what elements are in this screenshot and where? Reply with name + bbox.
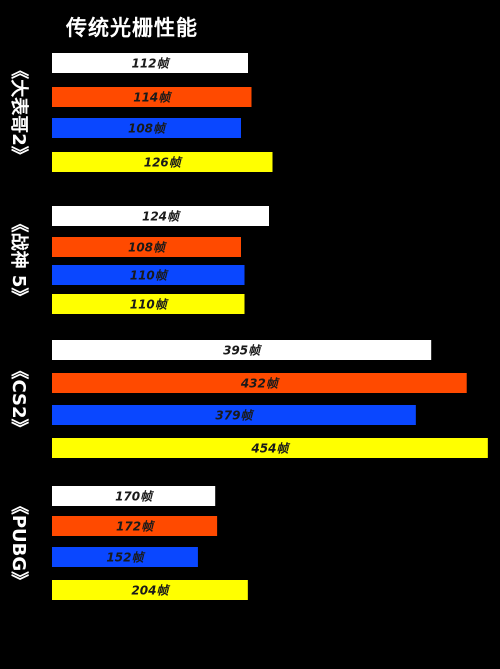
bar-g3-s3 xyxy=(52,580,248,600)
bar-label-g1-s3: 110帧 xyxy=(130,298,169,312)
bar-label-g0-s3: 126帧 xyxy=(144,156,183,170)
group-label-3: 《PUBG》 xyxy=(8,497,29,589)
bar-g3-s2 xyxy=(52,547,198,567)
bar-g1-s3 xyxy=(52,294,245,314)
bar-g0-s2 xyxy=(52,118,241,138)
bar-label-g3-s2: 152帧 xyxy=(106,551,145,565)
bar-label-g3-s3: 204帧 xyxy=(131,584,170,598)
bar-g1-s0 xyxy=(52,206,269,226)
chart-title: 传统光栅性能 xyxy=(66,16,198,40)
bar-g2-s0 xyxy=(52,340,432,360)
bar-label-g3-s0: 170帧 xyxy=(115,490,154,504)
bar-label-g3-s1: 172帧 xyxy=(116,520,155,534)
bar-label-g1-s1: 108帧 xyxy=(128,241,167,255)
bar-g1-s2 xyxy=(52,265,245,285)
bar-label-g2-s3: 454帧 xyxy=(250,442,290,456)
bar-g1-s1 xyxy=(52,237,241,257)
bar-g3-s0 xyxy=(52,486,216,506)
bar-label-g0-s0: 112帧 xyxy=(131,57,170,71)
bar-g2-s1 xyxy=(52,373,467,393)
group-label-1: 《战神 5》 xyxy=(8,215,30,306)
bar-label-g0-s2: 108帧 xyxy=(128,122,167,136)
bar-g3-s1 xyxy=(52,516,218,536)
bar-g2-s3 xyxy=(52,438,488,458)
bar-g2-s2 xyxy=(52,405,416,425)
group-label-0: 《大表哥2》 xyxy=(8,61,30,164)
bar-label-g1-s2: 110帧 xyxy=(130,269,169,283)
bar-g0-s1 xyxy=(52,87,252,107)
bar-g0-s3 xyxy=(52,152,273,172)
bar-label-g2-s0: 395帧 xyxy=(223,344,262,358)
bar-g0-s0 xyxy=(52,53,248,73)
bar-label-g1-s0: 124帧 xyxy=(142,210,181,224)
bar-label-g0-s1: 114帧 xyxy=(133,91,172,105)
bar-label-g2-s1: 432帧 xyxy=(240,377,280,391)
group-label-2: 《CS2》 xyxy=(8,361,29,436)
bar-label-g2-s2: 379帧 xyxy=(215,409,254,423)
